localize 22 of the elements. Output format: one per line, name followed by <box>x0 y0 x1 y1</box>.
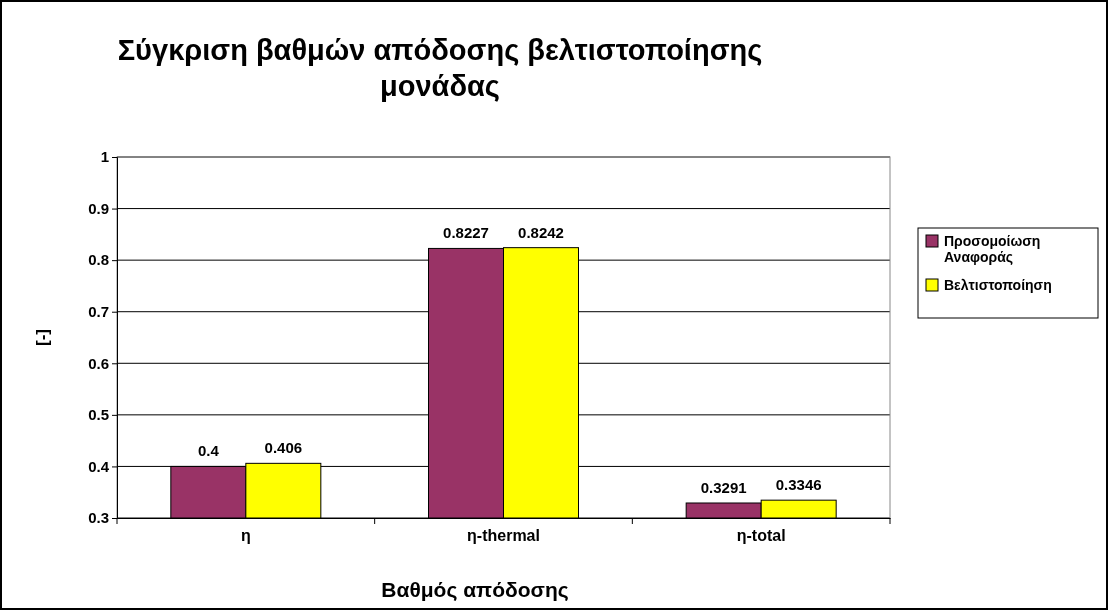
x-tick-label: η <box>240 527 251 545</box>
chart-title: Σύγκριση βαθμών απόδοσης βελτιστοποίησης μονάδας <box>117 34 763 102</box>
x-tick-label: η-total <box>736 527 786 545</box>
data-label: 0.3346 <box>775 476 822 494</box>
legend-label: Βελτιστοποίηση <box>944 277 1052 293</box>
x-axis-title: Βαθμός απόδοσης <box>381 578 569 602</box>
y-tick-label: 0.4 <box>88 457 110 475</box>
data-label: 0.8227 <box>443 224 489 242</box>
x-tick-label: η-thermal <box>467 527 540 545</box>
y-tick-label: 0.7 <box>88 303 109 321</box>
y-tick-label: 0.6 <box>88 354 109 372</box>
y-tick-label: 0.8 <box>88 251 109 269</box>
data-label: 0.8242 <box>518 223 564 241</box>
y-tick-label: 0.3 <box>88 509 109 527</box>
y-tick-label: 0.5 <box>88 406 109 424</box>
y-tick-label: 0.9 <box>88 199 109 217</box>
y-axis-title: [-] <box>33 329 52 346</box>
y-tick-label: 1 <box>100 148 109 166</box>
data-label: 0.4 <box>197 442 220 460</box>
data-label: 0.3291 <box>700 478 747 496</box>
legend-label: Προσομοίωση Αναφοράς <box>944 233 1041 265</box>
data-label: 0.406 <box>264 439 303 457</box>
